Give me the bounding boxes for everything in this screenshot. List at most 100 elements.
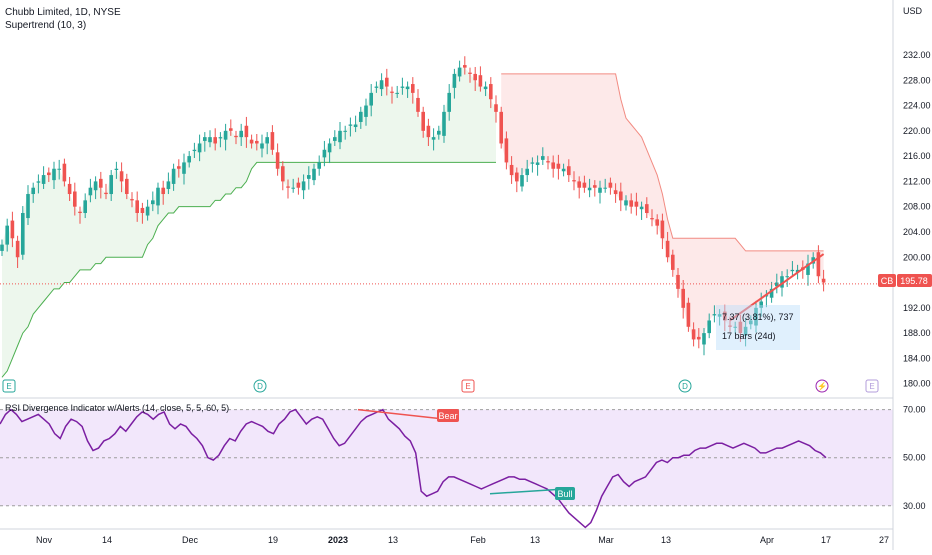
candle-body[interactable] xyxy=(333,137,337,141)
candle-body[interactable] xyxy=(442,111,446,136)
candle-body[interactable] xyxy=(816,252,821,277)
candle-body[interactable] xyxy=(775,282,779,287)
candle-body[interactable] xyxy=(452,73,457,88)
candle-body[interactable] xyxy=(697,336,701,340)
candle-body[interactable] xyxy=(655,219,659,226)
candle-body[interactable] xyxy=(494,104,498,112)
candle-body[interactable] xyxy=(239,130,243,138)
supertrend-down-line[interactable] xyxy=(501,73,824,252)
candle-body[interactable] xyxy=(270,132,275,150)
candle-body[interactable] xyxy=(712,314,717,316)
candle-body[interactable] xyxy=(385,77,389,87)
candle-body[interactable] xyxy=(177,166,181,169)
candle-body[interactable] xyxy=(208,137,212,143)
candle-body[interactable] xyxy=(119,171,124,182)
candle-body[interactable] xyxy=(338,130,342,143)
candle-body[interactable] xyxy=(515,172,519,182)
bull-divergence-line[interactable] xyxy=(489,488,566,495)
candle-body[interactable] xyxy=(572,180,576,182)
candle-body[interactable] xyxy=(317,162,321,169)
candle-body[interactable] xyxy=(556,163,561,169)
candle-body[interactable] xyxy=(577,181,581,188)
candle-body[interactable] xyxy=(457,67,462,77)
candle-body[interactable] xyxy=(286,186,290,188)
candle-body[interactable] xyxy=(821,278,826,283)
candle-body[interactable] xyxy=(281,166,285,182)
candle-body[interactable] xyxy=(541,156,545,160)
candle-body[interactable] xyxy=(135,200,139,213)
candle-body[interactable] xyxy=(728,325,732,327)
candle-body[interactable] xyxy=(31,187,35,195)
candle-body[interactable] xyxy=(296,182,301,188)
candle-body[interactable] xyxy=(790,269,795,272)
candle-body[interactable] xyxy=(660,220,665,239)
rsi-line[interactable] xyxy=(0,408,827,529)
candle-body[interactable] xyxy=(390,91,394,93)
candle-body[interactable] xyxy=(36,181,41,183)
candle-body[interactable] xyxy=(52,168,56,181)
candle-body[interactable] xyxy=(582,182,587,188)
candle-body[interactable] xyxy=(369,92,373,106)
candle-body[interactable] xyxy=(343,130,347,132)
drawn-trend-line[interactable] xyxy=(729,253,825,322)
candle-body[interactable] xyxy=(10,220,15,239)
candle-body[interactable] xyxy=(489,84,493,100)
candle-body[interactable] xyxy=(265,137,269,144)
event-marker-dividend[interactable] xyxy=(678,379,692,393)
candle-body[interactable] xyxy=(785,276,789,278)
event-marker-earnings[interactable] xyxy=(2,379,16,393)
candle-body[interactable] xyxy=(218,137,223,139)
candle-body[interactable] xyxy=(447,92,451,112)
candle-body[interactable] xyxy=(223,130,228,140)
candle-body[interactable] xyxy=(551,162,555,169)
candle-body[interactable] xyxy=(364,105,368,117)
candle-body[interactable] xyxy=(291,187,295,189)
candle-body[interactable] xyxy=(301,181,306,191)
candle-body[interactable] xyxy=(509,164,514,176)
candle-body[interactable] xyxy=(603,187,607,189)
candle-body[interactable] xyxy=(749,320,753,325)
candle-body[interactable] xyxy=(244,125,249,138)
candle-body[interactable] xyxy=(769,288,774,298)
candle-body[interactable] xyxy=(307,175,311,179)
candle-body[interactable] xyxy=(629,200,633,207)
candle-body[interactable] xyxy=(260,143,264,149)
candle-body[interactable] xyxy=(405,86,410,90)
candle-body[interactable] xyxy=(416,97,420,112)
candle-body[interactable] xyxy=(15,240,20,258)
candle-body[interactable] xyxy=(359,111,363,122)
candle-body[interactable] xyxy=(83,200,87,213)
candle-body[interactable] xyxy=(613,190,618,195)
candle-body[interactable] xyxy=(743,326,748,336)
candle-body[interactable] xyxy=(530,162,535,164)
candle-body[interactable] xyxy=(723,311,727,321)
candle-body[interactable] xyxy=(57,168,61,170)
candle-body[interactable] xyxy=(5,225,9,245)
candle-body[interactable] xyxy=(431,137,436,140)
candle-body[interactable] xyxy=(561,168,566,172)
event-marker-earnings-red[interactable] xyxy=(461,379,475,393)
candle-body[interactable] xyxy=(478,75,483,87)
candle-body[interactable] xyxy=(702,333,706,345)
candle-body[interactable] xyxy=(691,329,696,340)
candle-body[interactable] xyxy=(546,161,550,163)
candle-body[interactable] xyxy=(234,135,238,138)
candle-body[interactable] xyxy=(525,168,529,176)
bear-label-box[interactable] xyxy=(437,409,459,422)
candle-body[interactable] xyxy=(619,191,623,201)
candle-body[interactable] xyxy=(125,178,129,195)
candle-body[interactable] xyxy=(395,92,399,94)
candle-body[interactable] xyxy=(47,172,51,176)
candle-body[interactable] xyxy=(567,166,571,176)
candle-body[interactable] xyxy=(587,187,592,191)
candle-body[interactable] xyxy=(187,156,191,163)
candle-body[interactable] xyxy=(213,137,217,144)
candle-body[interactable] xyxy=(104,192,108,195)
candle-body[interactable] xyxy=(151,200,155,205)
candle-body[interactable] xyxy=(348,124,353,126)
candle-body[interactable] xyxy=(671,254,675,270)
candle-body[interactable] xyxy=(322,149,327,158)
candle-body[interactable] xyxy=(593,185,597,188)
candle-body[interactable] xyxy=(535,162,540,165)
